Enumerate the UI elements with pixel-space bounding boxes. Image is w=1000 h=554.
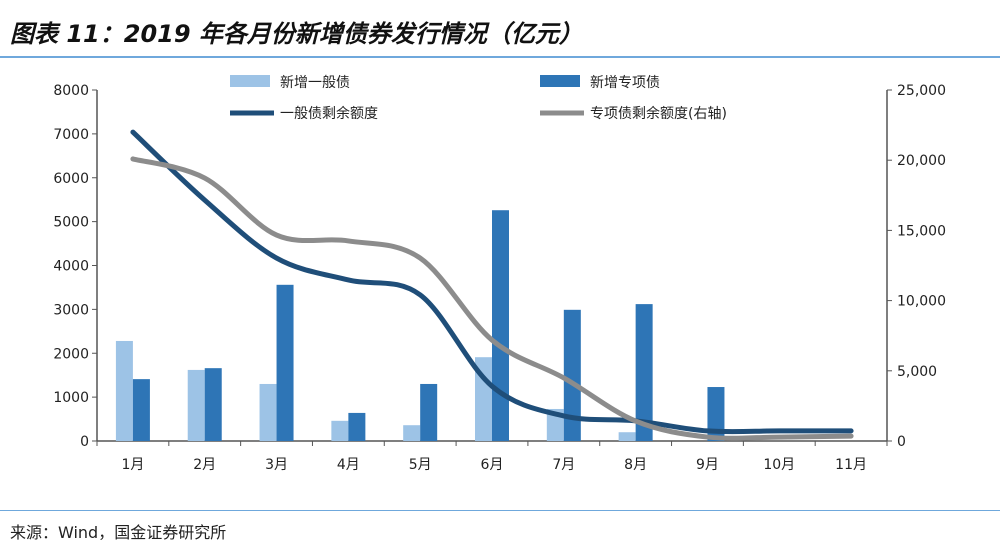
y-tick-label: 1000 (53, 390, 89, 406)
bar-special (348, 412, 366, 441)
x-tick-label: 10月 (763, 457, 795, 473)
bar-special (420, 383, 438, 441)
y-tick-label: 6000 (53, 171, 89, 187)
y-tick-label: 7000 (53, 127, 89, 143)
bar-special (635, 304, 653, 441)
bar-general (187, 369, 205, 441)
x-tick-label: 8月 (624, 457, 647, 473)
legend-label: 专项债剩余额度(右轴) (590, 105, 727, 122)
bar-special (563, 309, 581, 441)
y2-tick-label: 10,000 (897, 294, 946, 310)
y2-tick-label: 0 (897, 434, 906, 450)
y2-tick-label: 5,000 (897, 364, 937, 380)
bar-special (204, 368, 222, 441)
line-special-remaining (130, 156, 854, 441)
x-tick-label: 2月 (193, 457, 216, 473)
bar-special (492, 210, 509, 441)
legend-label: 新增专项债 (590, 75, 660, 91)
x-tick-label: 11月 (835, 457, 867, 473)
bar-general (475, 357, 492, 441)
y2-tick-label: 20,000 (897, 153, 946, 169)
chart-title: 图表 11：2019 年各月份新增债券发行情况（亿元） (10, 20, 583, 48)
y-tick-label: 0 (80, 434, 89, 450)
bar-general (259, 383, 277, 441)
title-divider (0, 56, 1000, 58)
y2-tick-label: 25,000 (897, 83, 946, 99)
x-tick-label: 3月 (265, 457, 288, 473)
bar-general (331, 420, 349, 441)
x-tick-label: 4月 (337, 457, 360, 473)
y2-tick-label: 15,000 (897, 223, 946, 239)
bar-general (115, 340, 133, 441)
x-tick-label: 7月 (552, 457, 575, 473)
y-tick-label: 4000 (53, 259, 89, 275)
bar-general (618, 432, 636, 441)
x-tick-label: 5月 (409, 457, 432, 473)
y-tick-label: 5000 (53, 215, 89, 231)
bar-special (707, 387, 725, 441)
y-tick-label: 3000 (53, 302, 89, 318)
bar-special (276, 284, 294, 441)
line-general-remaining (130, 129, 854, 435)
bar-general (403, 425, 421, 441)
legend-swatch (230, 75, 270, 87)
legend-label: 一般债剩余额度 (280, 105, 378, 122)
source-note: 来源：Wind，国金证券研究所 (10, 523, 227, 542)
x-tick-label: 9月 (696, 457, 719, 473)
legend-label: 新增一般债 (280, 75, 350, 91)
x-tick-label: 6月 (481, 457, 504, 473)
y-tick-label: 8000 (53, 83, 89, 99)
y-tick-label: 2000 (53, 346, 89, 362)
x-tick-label: 1月 (121, 457, 144, 473)
legend-swatch (540, 75, 580, 87)
source-divider (0, 510, 1000, 511)
bar-special (132, 379, 150, 441)
